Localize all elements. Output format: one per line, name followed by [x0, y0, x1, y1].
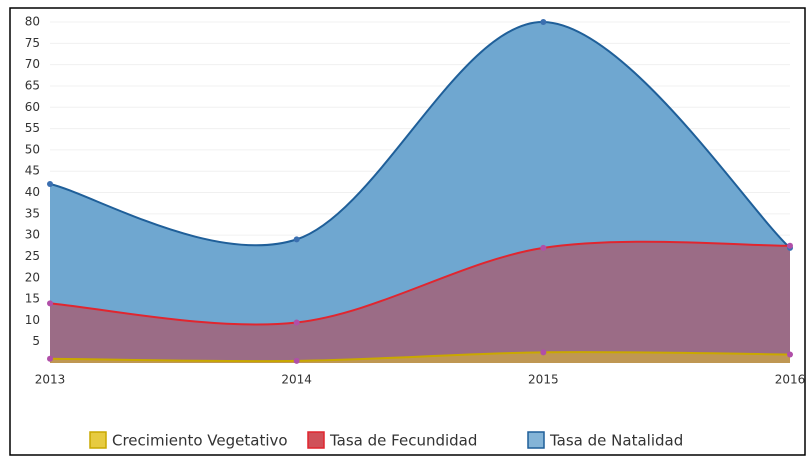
y-tick-label: 45 [25, 164, 40, 178]
point [47, 180, 53, 187]
point [47, 355, 53, 362]
y-tick-label: 55 [25, 121, 40, 135]
y-tick-label: 35 [25, 206, 40, 220]
point [293, 357, 300, 364]
legend-swatch [527, 431, 545, 449]
y-tick-label: 40 [25, 185, 40, 199]
point [787, 242, 793, 249]
point [787, 351, 793, 358]
y-tick-label: 20 [25, 270, 40, 284]
y-tick-label: 5 [32, 334, 40, 348]
line [49, 240, 791, 326]
y-tick-label: 15 [25, 292, 40, 306]
x-tick-label: 2016 [775, 373, 806, 387]
legend-swatch [307, 431, 325, 449]
area [50, 241, 790, 363]
line [49, 351, 791, 363]
point [540, 349, 547, 356]
point [293, 236, 300, 243]
x-tick-label: 2015 [528, 373, 559, 387]
point [540, 19, 547, 25]
legend-label: Tasa de Natalidad [549, 432, 683, 450]
y-tick-label: 50 [25, 142, 40, 156]
y-tick-label: 30 [25, 228, 40, 242]
point [540, 244, 547, 251]
y-tick-label: 75 [25, 36, 40, 50]
x-tick-label: 2013 [35, 373, 66, 387]
legend-swatch [89, 431, 107, 449]
x-tick-label: 2014 [281, 373, 312, 387]
line [49, 20, 791, 249]
y-tick-label: 70 [25, 57, 40, 71]
legend-label: Tasa de Fecundidad [329, 432, 477, 450]
legend-label: Crecimiento Vegetativo [112, 432, 288, 450]
point [293, 319, 300, 326]
y-tick-label: 10 [25, 313, 40, 327]
y-tick-label: 65 [25, 78, 40, 92]
point [47, 300, 53, 307]
y-tick-label: 80 [25, 15, 40, 29]
y-tick-label: 60 [25, 100, 40, 114]
y-tick-label: 25 [25, 249, 40, 263]
